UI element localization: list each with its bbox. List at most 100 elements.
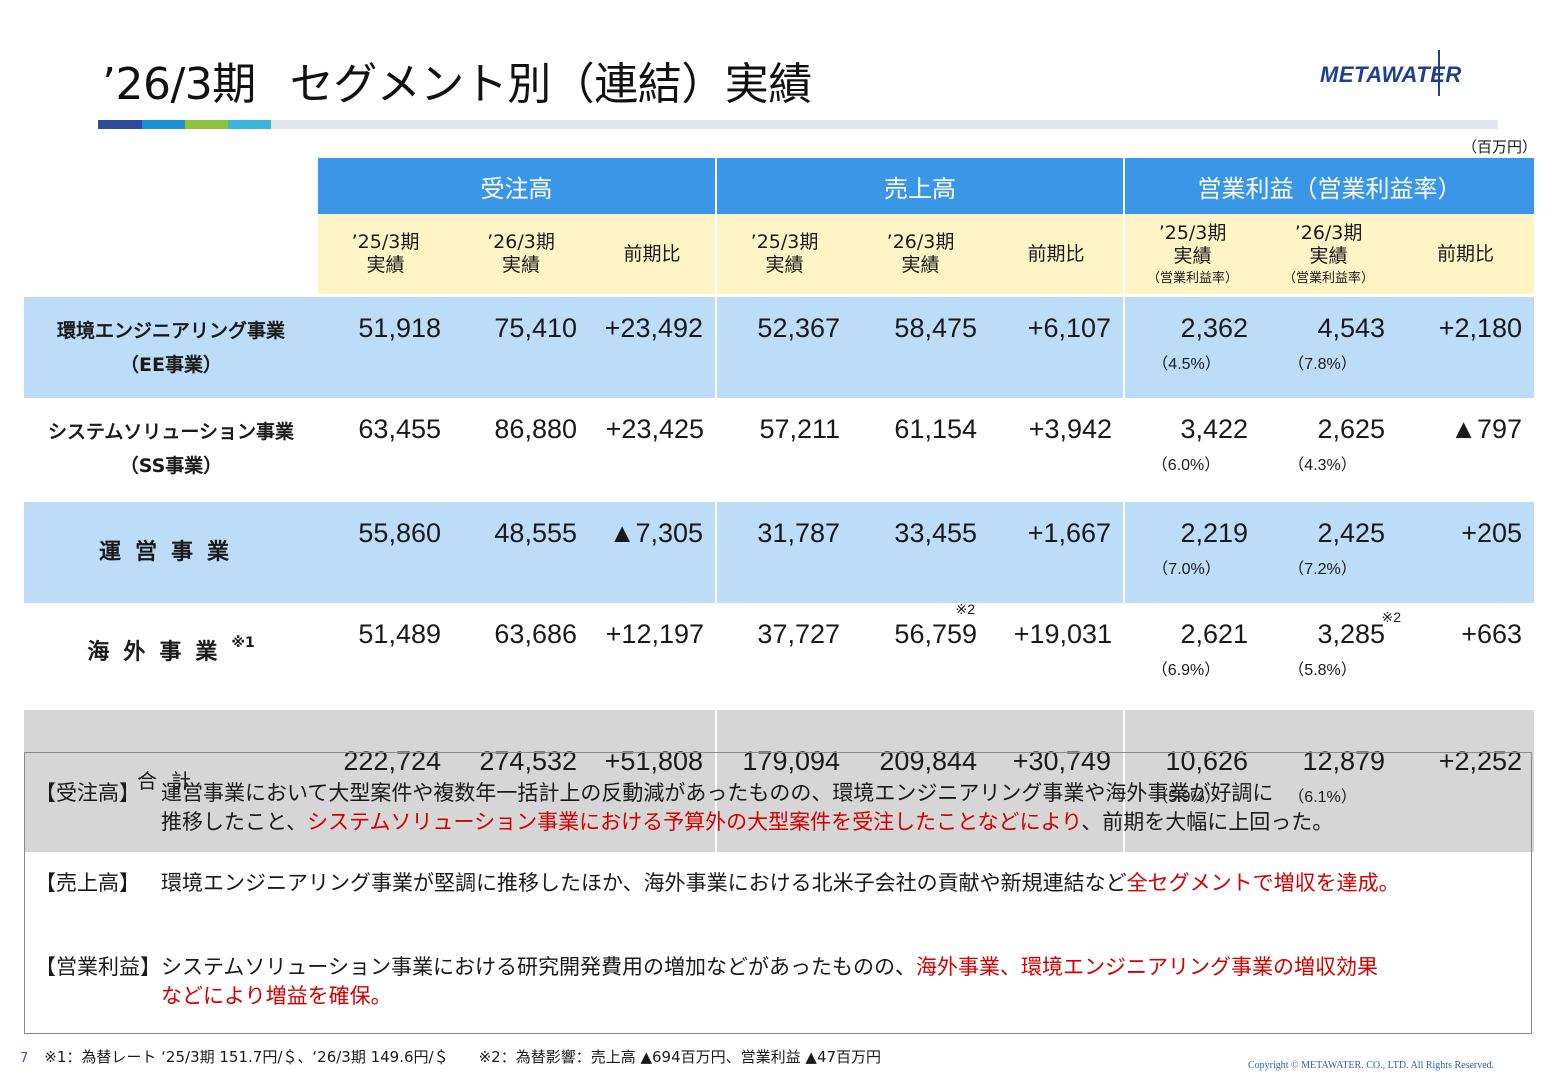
commentary-box: 【受注高】 運営事業において大型案件や複数年一括計上の反動減があったものの、環境エ…	[24, 752, 1532, 1034]
title-period: ’26/3期	[102, 59, 256, 110]
value-cell: 2,219 （7.0%）	[1123, 499, 1261, 603]
segment-results-table: 受注高 売上高 営業利益（営業利益率） ’25/3期 実績 ’26/3期 実績 前期…	[24, 158, 1535, 852]
segment-name: 海外事業※1	[24, 603, 318, 707]
value-cell: +2,252	[1397, 704, 1535, 852]
value-cell: 10,626 （5.9%）	[1123, 704, 1261, 852]
value-cell: 51,918	[318, 294, 453, 398]
value-cell: 58,475	[852, 294, 990, 398]
subheader-cell: 前期比	[989, 214, 1125, 296]
copyright: Copyright © METAWATER. CO., LTD. All Rig…	[1248, 1060, 1495, 1071]
margin-rate: （6.9%）	[1151, 662, 1221, 679]
value-cell: +2,180	[1397, 294, 1535, 398]
value-cell: 55,860	[318, 499, 453, 603]
footnote-marker: ※1	[231, 634, 255, 651]
margin-rate: （4.3%）	[1288, 457, 1357, 474]
stripe-segment	[271, 120, 1498, 129]
value-cell: 2,621 （6.9%）	[1124, 603, 1261, 707]
footnote: 7 ※1：為替レート ‘25/3期 151.7円/＄、‘26/3期 149.6円/…	[20, 1046, 881, 1067]
value-cell: +663	[1397, 603, 1535, 707]
logo-bar	[1438, 50, 1440, 96]
value-cell: +30,749	[989, 704, 1125, 852]
commentary-profit: 【営業利益】システムソリューション事業における研究開発費用の増加などがあったもの…	[35, 955, 1378, 1008]
margin-rate: （7.8%）	[1288, 356, 1357, 373]
value-cell: +205	[1397, 499, 1535, 603]
logo-text: METAWATER	[1320, 62, 1462, 87]
value-cell: ※2 3,285 （5.8%）	[1260, 603, 1401, 707]
value-cell: 37,727	[716, 603, 853, 707]
value-cell: 2,625 （4.3%）	[1260, 398, 1398, 501]
value-cell: +1,667	[989, 499, 1125, 603]
footnote-marker: ※2	[1381, 609, 1402, 625]
subheader-cell: ’26/3期 実績 （営業利益率）	[1260, 214, 1398, 296]
value-cell: +3,942	[989, 398, 1125, 501]
value-cell: ▲797	[1397, 398, 1535, 501]
value-cell: 179,094	[715, 704, 853, 852]
segment-name: システムソリューション事業 （SS事業）	[24, 398, 318, 501]
subheader-cell: ’26/3期 実績	[852, 214, 990, 296]
value-cell: 2,425 （7.2%）	[1260, 499, 1398, 603]
value-cell: 4,543 （7.8%）	[1260, 294, 1398, 398]
value-cell: 3,422 （6.0%）	[1124, 398, 1261, 501]
margin-rate: （6.0%）	[1151, 457, 1221, 474]
segment-name: 環境エンジニアリング事業 （EE事業）	[24, 294, 318, 398]
total-row: 合計 222,724 274,532 +51,808 179,094 209,8…	[24, 704, 1535, 852]
margin-rate: （7.2%）	[1288, 561, 1357, 578]
table-row: 運営事業 55,860 48,555 ▲7,305 31,787 33,455 …	[24, 499, 1535, 603]
subheader-cell: ’25/3期 実績	[715, 214, 853, 296]
value-cell: 209,844	[852, 704, 990, 852]
subheader-cell: ’26/3期 実績	[453, 214, 589, 296]
subheader-cell: 前期比	[589, 214, 717, 296]
stripe-segment	[228, 120, 271, 129]
page-title: ’26/3期 セグメント別（連結）実績	[102, 48, 812, 112]
value-cell: +51,808	[589, 704, 717, 852]
table-row: 海外事業※1 51,489 63,686 +12,197 37,727 ※2 56…	[24, 601, 1535, 707]
value-cell: 63,455	[318, 398, 453, 501]
margin-rate: （7.0%）	[1152, 561, 1221, 578]
margin-rate: （6.1%）	[1288, 789, 1357, 806]
commentary-label: 【営業利益】	[35, 955, 161, 979]
value-cell: 51,489	[318, 603, 453, 707]
value-cell: +23,425	[589, 398, 717, 501]
value-cell: 31,787	[715, 499, 853, 603]
value-cell: +12,197	[589, 603, 717, 707]
margin-rate: （5.9%）	[1152, 789, 1221, 806]
title-main: セグメント別（連結）実績	[289, 59, 813, 110]
group-header-row: 受注高 売上高 営業利益（営業利益率）	[24, 158, 1535, 214]
table-row: システムソリューション事業 （SS事業） 63,455 86,880 +23,42…	[24, 398, 1535, 501]
commentary-label: 【受注高】	[35, 781, 140, 805]
value-cell: 57,211	[716, 398, 853, 501]
commentary-sales: 【売上高】 環境エンジニアリング事業が堅調に推移したほか、海外事業における北米子会…	[35, 869, 1400, 898]
value-cell: ※2 56,759	[852, 601, 990, 707]
value-cell: 2,362 （4.5%）	[1123, 294, 1261, 398]
page-number: 7	[20, 1051, 29, 1066]
corner-cell	[24, 158, 318, 214]
unit-label: （百万円）	[1462, 138, 1538, 156]
margin-rate: （5.8%）	[1288, 662, 1357, 679]
stripe-segment	[185, 120, 228, 129]
stripe-segment	[98, 120, 142, 129]
group-orders: 受注高	[318, 158, 717, 214]
value-cell: +23,492	[589, 294, 717, 398]
value-cell: 75,410	[453, 294, 589, 398]
value-cell: +19,031	[989, 603, 1125, 707]
segment-name: 運営事業	[24, 499, 318, 603]
segment-name: 合計	[24, 704, 318, 852]
group-profit: 営業利益（営業利益率）	[1123, 158, 1535, 214]
margin-rate: （4.5%）	[1152, 356, 1221, 373]
value-cell: 12,879 （6.1%）	[1260, 704, 1398, 852]
subheader-cell: ’25/3期 実績	[318, 214, 453, 296]
subheader-cell: 前期比	[1397, 214, 1535, 296]
subheader-cell: ’25/3期 実績 （営業利益率）	[1123, 214, 1261, 296]
footnote-marker: ※2	[955, 601, 976, 617]
value-cell: 33,455	[852, 499, 990, 603]
commentary-orders: 【受注高】 運営事業において大型案件や複数年一括計上の反動減があったものの、環境エ…	[35, 781, 1334, 834]
value-cell: +6,107	[989, 294, 1125, 398]
company-logo: METAWATER	[1320, 50, 1492, 96]
value-cell: 63,686	[453, 603, 589, 707]
value-cell: 48,555	[453, 499, 589, 603]
stripe-segment	[142, 120, 185, 129]
value-cell: 274,532	[453, 704, 589, 852]
value-cell: 52,367	[715, 294, 853, 398]
commentary-label: 【売上高】	[35, 871, 140, 895]
value-cell: 222,724	[318, 704, 453, 852]
